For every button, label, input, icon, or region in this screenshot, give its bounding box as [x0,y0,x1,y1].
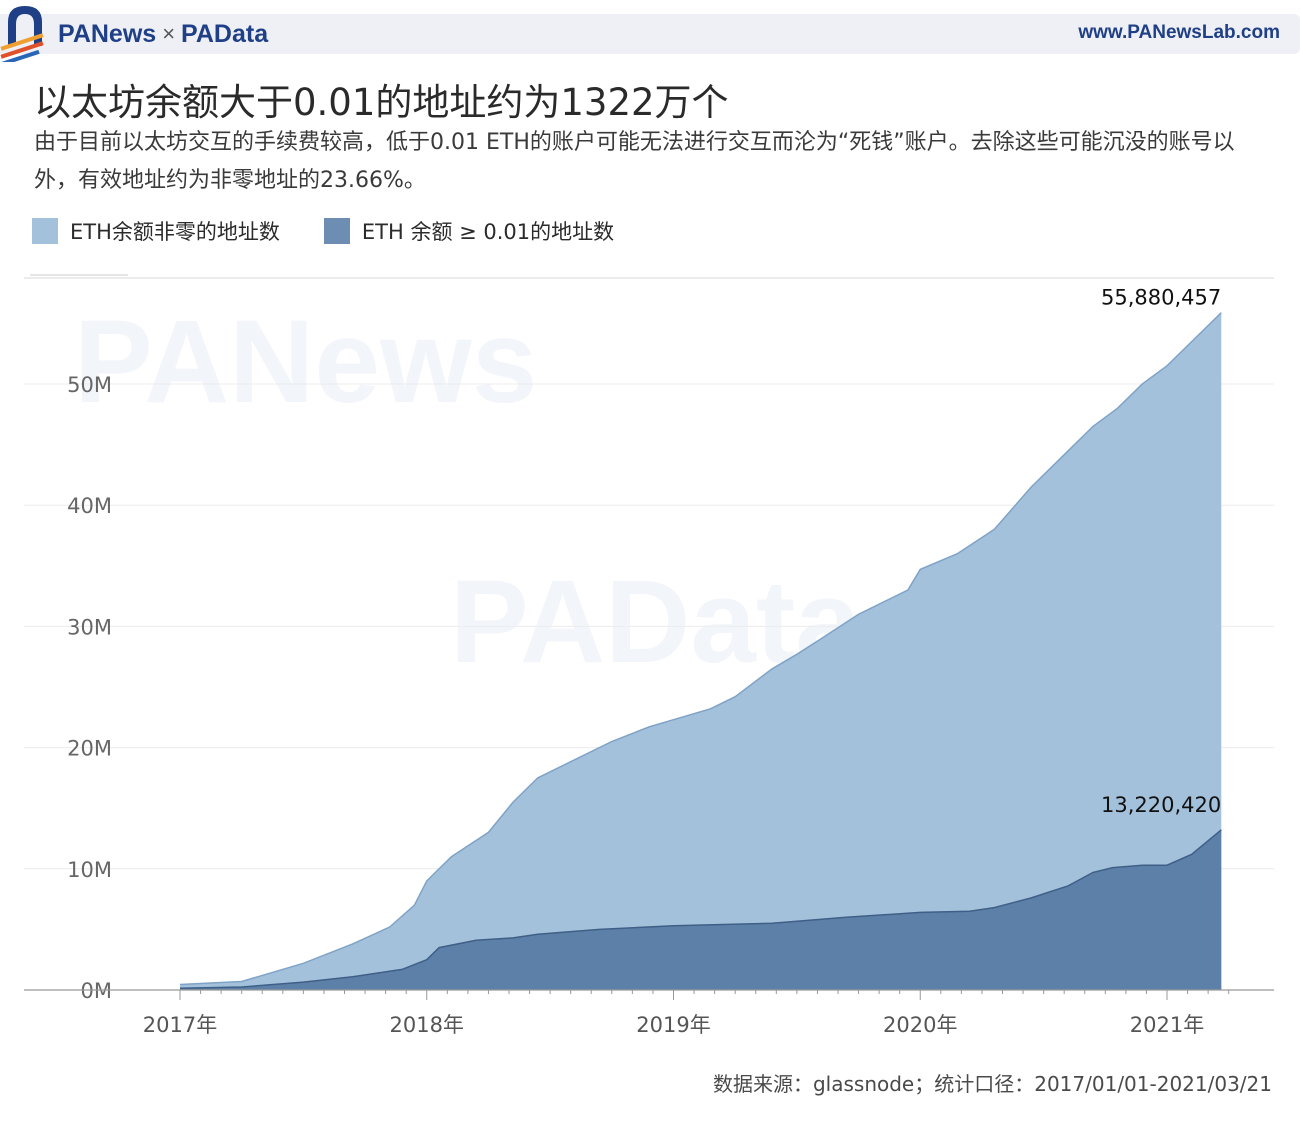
legend-swatch-nonzero [32,218,58,244]
brand-separator: × [162,21,176,46]
series-line-nonzero [179,312,1222,986]
legend-item-nonzero: ETH余额非零的地址数 [32,216,280,246]
end-label-above: 13,220,420 [1101,793,1221,817]
end-label-nonzero: 55,880,457 [1101,286,1221,310]
legend-label-nonzero: ETH余额非零的地址数 [70,220,280,244]
y-tick-label: 20M [67,737,112,761]
x-tick-label: 2017年 [143,1013,217,1037]
chart-subtitle: 由于目前以太坊交互的手续费较高，低于0.01 ETH的账户可能无法进行交互而沦为… [34,130,1235,193]
site-url[interactable]: www.PANewsLab.com [1078,22,1280,43]
panews-logo-icon [0,6,44,62]
y-tick-label: 10M [67,858,112,882]
y-tick-label: 40M [67,494,112,518]
legend-swatch-above [323,218,350,244]
area-chart: PANewsPAData0M10M20M30M40M50M55,880,4571… [24,274,1274,1037]
x-tick-label: 2018年 [390,1013,464,1037]
y-tick-label: 0M [81,979,112,1003]
padata-brand: PAData [181,19,269,48]
series-area-nonzero [180,312,1222,990]
header-bar [0,14,1300,54]
panews-watermark: PANews [74,296,537,428]
x-tick-label: 2021年 [1130,1013,1204,1037]
x-tick-label: 2019年 [636,1013,710,1037]
chart-title: 以太坊余额大于0.01的地址约为1322万个 [34,81,729,124]
series-area-above [180,829,1222,990]
y-tick-label: 50M [67,373,112,397]
legend-label-above: ETH 余额 ≥ 0.01的地址数 [361,220,615,244]
data-source-note: 数据来源：glassnode；统计口径：2017/01/01-2021/03/2… [712,1072,1272,1096]
chart-legend: ETH余额非零的地址数 ETH 余额 ≥ 0.01的地址数 [32,216,658,246]
x-tick-label: 2020年 [883,1013,957,1037]
series-line-above [179,829,1222,989]
legend-item-above: ETH 余额 ≥ 0.01的地址数 [323,216,615,246]
panews-brand: PANews [58,19,157,48]
y-tick-label: 30M [67,615,112,639]
brand-logos: PANews × PAData [58,18,268,50]
